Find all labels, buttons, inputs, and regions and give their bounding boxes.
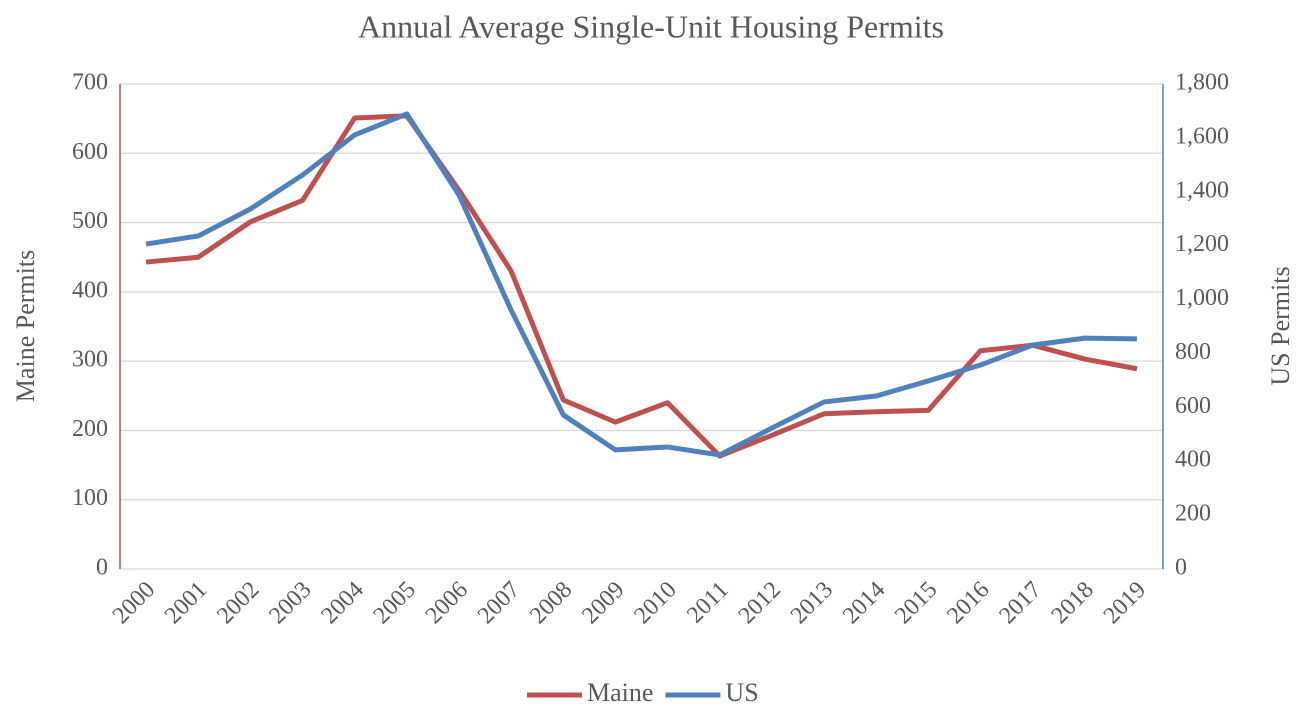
x-tick-label: 2019: [1099, 577, 1151, 629]
x-tick-label: 2011: [682, 577, 734, 629]
y-tick-label: 100: [72, 485, 108, 511]
y2-tick-label: 400: [1175, 447, 1211, 473]
y2-tick-label: 800: [1175, 339, 1211, 365]
x-tick-label: 2000: [108, 577, 160, 629]
y-tick-label: 200: [72, 416, 108, 442]
y-axis-title: Maine Permits: [11, 250, 40, 402]
x-tick-label: 2014: [838, 577, 890, 629]
x-tick-label: 2015: [890, 577, 942, 629]
y2-axis-title: US Permits: [1266, 266, 1295, 385]
y2-tick-label: 1,200: [1175, 231, 1229, 257]
y2-tick-label: 0: [1175, 555, 1187, 581]
y2-tick-label: 1,400: [1175, 177, 1229, 203]
line-series: [145, 113, 1138, 459]
y-tick-label: 0: [96, 555, 108, 581]
y2-tick-label: 1,800: [1175, 70, 1229, 96]
legend-label: Maine: [587, 678, 653, 707]
x-tick-label: 2010: [629, 577, 681, 629]
x-tick-label: 2018: [1047, 577, 1099, 629]
line-series: [145, 111, 1137, 458]
x-tick-label: 2004: [316, 577, 368, 629]
y-tick-label: 700: [72, 70, 108, 96]
y2-tick-label: 1,600: [1175, 123, 1229, 149]
y2-tick-label: 600: [1175, 393, 1211, 419]
y2-tick-label: 1,000: [1175, 285, 1229, 311]
y-tick-label: 400: [72, 277, 108, 303]
x-tick-label: 2016: [942, 577, 994, 629]
x-tick-label: 2013: [786, 577, 838, 629]
x-tick-label: 2017: [994, 577, 1046, 629]
x-tick-label: 2009: [577, 577, 629, 629]
y2-tick-label: 200: [1175, 501, 1211, 527]
x-tick-label: 2001: [160, 577, 212, 629]
x-tick-label: 2008: [525, 577, 577, 629]
legend-label: US: [725, 678, 758, 707]
x-tick-label: 2006: [421, 577, 473, 629]
y-tick-label: 500: [72, 208, 108, 234]
x-tick-label: 2002: [212, 577, 264, 629]
x-tick-label: 2007: [473, 577, 525, 629]
x-tick-label: 2003: [264, 577, 316, 629]
chart-title: Annual Average Single-Unit Housing Permi…: [358, 8, 944, 44]
x-tick-label: 2005: [369, 577, 421, 629]
x-tick-label: 2012: [734, 577, 786, 629]
y-tick-label: 600: [72, 139, 108, 165]
y-tick-label: 300: [72, 347, 108, 373]
